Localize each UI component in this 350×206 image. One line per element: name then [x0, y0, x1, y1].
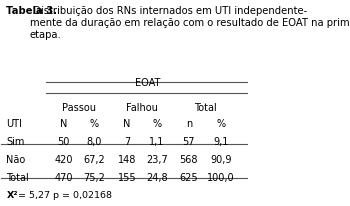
Text: Sim: Sim [6, 137, 25, 146]
Text: EOAT: EOAT [135, 78, 160, 88]
Text: %: % [90, 118, 99, 128]
Text: 155: 155 [118, 172, 136, 182]
Text: Tabela 3.: Tabela 3. [6, 6, 57, 16]
Text: UTI: UTI [6, 118, 22, 128]
Text: 8,0: 8,0 [87, 137, 102, 146]
Text: 568: 568 [180, 154, 198, 164]
Text: N: N [123, 118, 131, 128]
Text: 24,8: 24,8 [146, 172, 167, 182]
Text: Não: Não [6, 154, 26, 164]
Text: %: % [217, 118, 226, 128]
Text: N: N [60, 118, 67, 128]
Text: 9,1: 9,1 [214, 137, 229, 146]
Text: 50: 50 [57, 137, 70, 146]
Text: 148: 148 [118, 154, 136, 164]
Text: 100,0: 100,0 [208, 172, 235, 182]
Text: Total: Total [194, 103, 216, 113]
Text: = 5,27 p = 0,02168: = 5,27 p = 0,02168 [15, 190, 112, 199]
Text: X²: X² [6, 190, 18, 199]
Text: 420: 420 [54, 154, 73, 164]
Text: 470: 470 [54, 172, 73, 182]
Text: Passou: Passou [62, 103, 96, 113]
Text: n: n [186, 118, 192, 128]
Text: Falhou: Falhou [126, 103, 158, 113]
Text: 57: 57 [183, 137, 195, 146]
Text: 23,7: 23,7 [146, 154, 168, 164]
Text: 67,2: 67,2 [84, 154, 105, 164]
Text: Distribuição dos RNs internados em UTI independente-
mente da duração em relação: Distribuição dos RNs internados em UTI i… [30, 6, 350, 40]
Text: 75,2: 75,2 [84, 172, 105, 182]
Text: 7: 7 [124, 137, 130, 146]
Text: 1,1: 1,1 [149, 137, 164, 146]
Text: %: % [152, 118, 161, 128]
Text: 90,9: 90,9 [210, 154, 232, 164]
Text: Total: Total [6, 172, 29, 182]
Text: 625: 625 [180, 172, 198, 182]
